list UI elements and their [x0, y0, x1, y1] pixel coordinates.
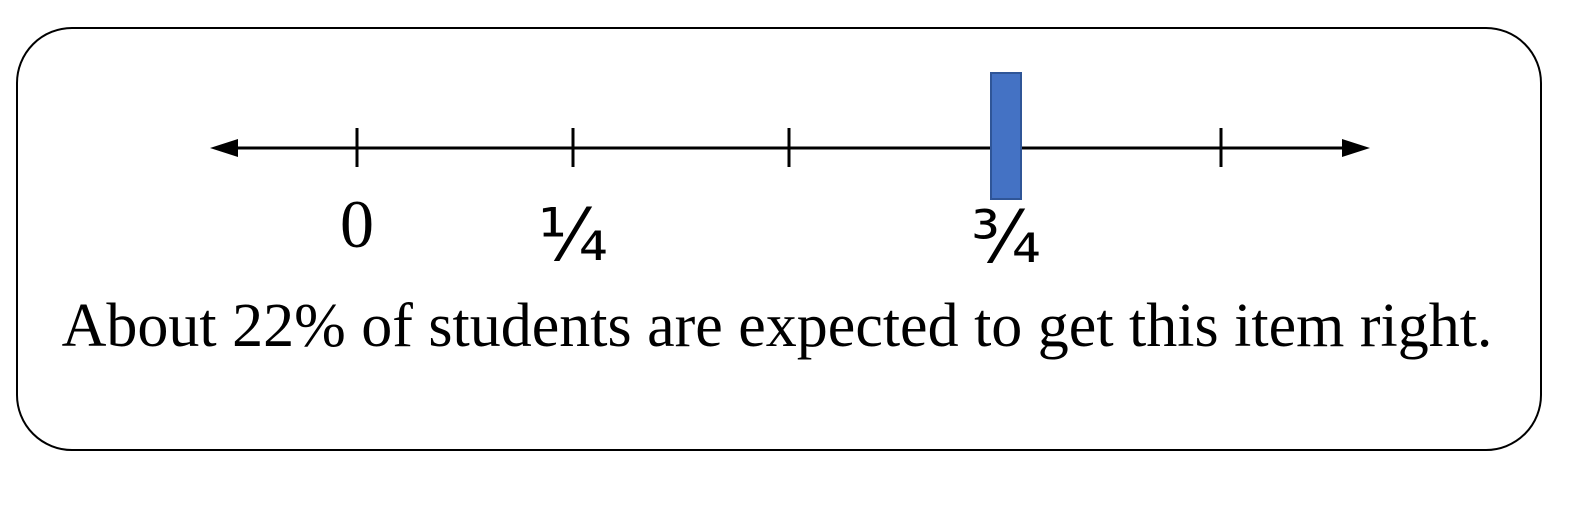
- left-arrow-icon: [210, 139, 238, 157]
- tick-label-three-quarters: ¾: [971, 195, 1041, 279]
- tick-label-zero: 0: [340, 186, 374, 262]
- probability-caption: About 22% of students are expected to ge…: [61, 292, 1493, 360]
- tick-label-quarter: ¼: [538, 193, 608, 277]
- right-arrow-icon: [1342, 139, 1370, 157]
- result-card: [16, 27, 1542, 451]
- answer-marker: [990, 72, 1022, 200]
